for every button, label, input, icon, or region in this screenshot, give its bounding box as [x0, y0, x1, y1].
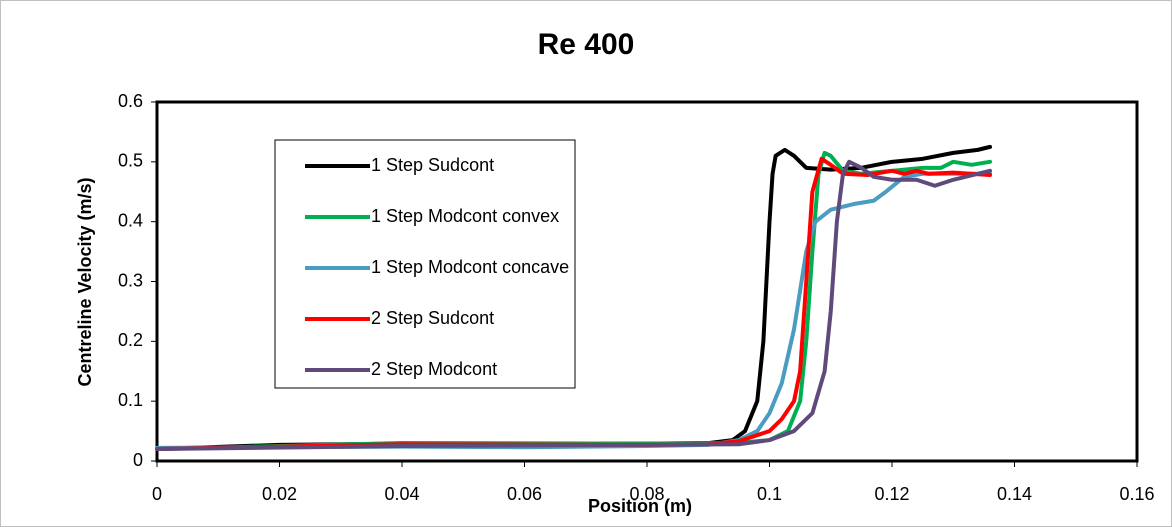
y-tick-label: 0.3: [118, 270, 143, 290]
x-tick-label: 0.1: [757, 484, 782, 504]
x-tick-label: 0.14: [997, 484, 1032, 504]
legend-box: [274, 139, 576, 389]
x-axis-title: Position (m): [588, 496, 692, 516]
legend-label: 1 Step Modcont concave: [371, 257, 569, 277]
x-tick-label: 0: [152, 484, 162, 504]
legend-label: 1 Step Sudcont: [371, 155, 494, 175]
legend-label: 2 Step Modcont: [371, 359, 497, 379]
y-tick-label: 0.5: [118, 151, 143, 171]
y-tick-label: 0: [133, 450, 143, 470]
y-axis-title: Centreline Velocity (m/s): [75, 177, 95, 386]
y-tick-label: 0.1: [118, 390, 143, 410]
x-tick-label: 0.02: [262, 484, 297, 504]
legend-label: 1 Step Modcont convex: [371, 206, 559, 226]
legend-label: 2 Step Sudcont: [371, 308, 494, 328]
x-tick-label: 0.08: [629, 484, 664, 504]
x-tick-label: 0.12: [874, 484, 909, 504]
x-tick-label: 0.16: [1119, 484, 1154, 504]
series-line: [155, 159, 992, 452]
y-tick-label: 0.6: [118, 91, 143, 111]
x-tick-label: 0.04: [384, 484, 419, 504]
chart-title: Re 400: [538, 28, 635, 61]
x-tick-label: 0.06: [507, 484, 542, 504]
y-tick-label: 0.2: [118, 330, 143, 350]
y-tick-label: 0.4: [118, 210, 143, 230]
